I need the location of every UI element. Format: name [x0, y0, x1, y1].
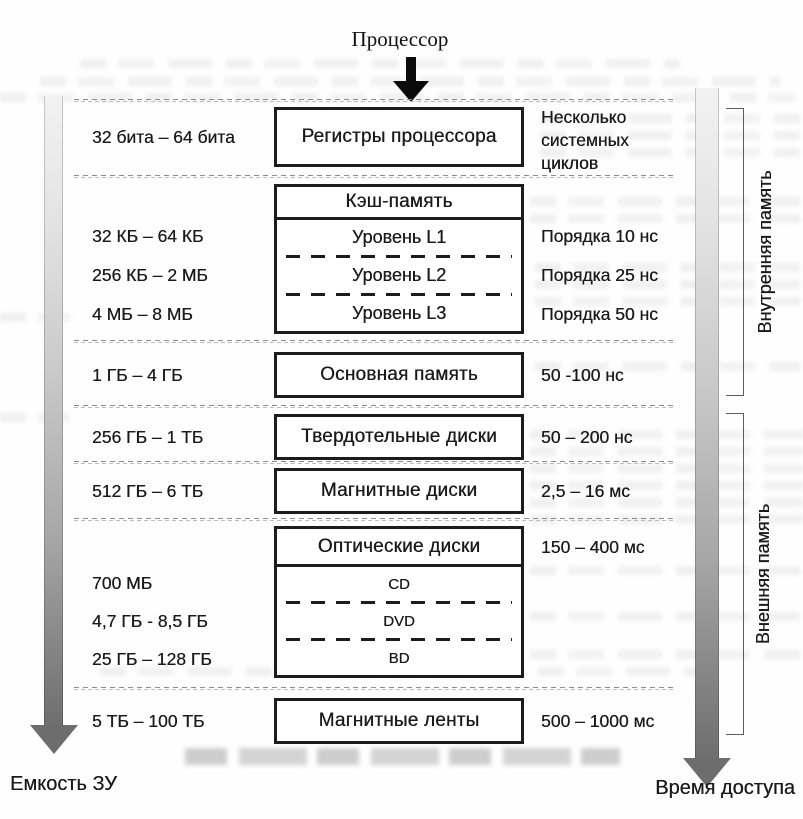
dashed-divider [286, 255, 512, 258]
time-main-memory: 50 -100 нс [541, 365, 624, 385]
internal-memory-group-label: Внутренняя память [755, 170, 775, 334]
bleed-through-line [80, 59, 680, 68]
registers-box: Регистры процессора [274, 107, 524, 167]
capacity-registers: 32 бита – 64 бита [92, 127, 235, 147]
capacity-l1: 32 КБ – 64 КБ [92, 226, 204, 246]
optical-bd-row: BD [277, 641, 521, 675]
external-memory-group-label: Внешняя память [753, 503, 773, 645]
bleed-through-line [540, 131, 800, 140]
processor-arrow-head-icon [393, 81, 429, 102]
main-memory-label: Основная память [320, 364, 478, 385]
ssd-label: Твердотельные диски [301, 426, 497, 447]
time-l3: Порядка 50 нс [541, 304, 658, 324]
bleed-through-line [530, 612, 800, 621]
access-time-arrow-head-icon [683, 758, 731, 787]
time-hdd: 2,5 – 16 мс [541, 481, 630, 501]
cache-l1-row: Уровень L1 [277, 220, 521, 255]
optical-box: Оптические диски CD DVD BD [274, 526, 524, 678]
internal-memory-bracket [726, 108, 744, 396]
row-separator [74, 405, 675, 408]
dashed-divider [286, 293, 512, 296]
capacity-cd: 700 МБ [92, 573, 153, 593]
bleed-through-line [530, 197, 800, 206]
cache-box: Кэш-память Уровень L1 Уровень L2 Уровень… [274, 184, 524, 334]
bleed-through-line [535, 297, 800, 306]
bleed-through-line [540, 114, 800, 123]
dashed-divider [286, 638, 512, 641]
hdd-label: Магнитные диски [320, 480, 478, 501]
cache-l1-label: Уровень L1 [351, 227, 447, 247]
bleed-through-line [530, 498, 803, 507]
optical-dvd-row: DVD [277, 604, 521, 638]
row-separator [74, 99, 675, 102]
bleed-through-line [530, 464, 803, 473]
capacity-ssd: 256 ГБ – 1 ТБ [92, 427, 204, 447]
time-tape: 500 – 1000 мс [541, 711, 655, 731]
access-time-axis-label: Время доступа [655, 777, 795, 799]
row-separator [74, 340, 675, 343]
tape-box: Магнитные ленты [274, 698, 524, 744]
bd-label: BD [388, 649, 410, 667]
bleed-through-line [530, 481, 803, 490]
bleed-through-line [530, 650, 800, 659]
time-registers: Несколько системных циклов [541, 107, 629, 173]
row-separator [74, 687, 675, 690]
time-l2: Порядка 25 нс [541, 265, 658, 285]
optical-cd-row: CD [277, 567, 521, 601]
bleed-through-line [0, 313, 70, 322]
row-separator [74, 461, 675, 464]
capacity-arrow-head-icon [30, 725, 78, 754]
cd-label: CD [388, 575, 410, 593]
capacity-axis-label: Емкость ЗУ [10, 773, 117, 795]
external-memory-bracket [726, 413, 744, 735]
bleed-through-line [530, 566, 800, 575]
row-separator [74, 175, 675, 178]
bleed-through-line [535, 280, 800, 289]
dashed-divider [286, 601, 512, 604]
dvd-label: DVD [383, 612, 415, 630]
bleed-through-line [0, 413, 70, 422]
time-optical: 150 – 400 мс [541, 537, 645, 557]
bleed-through-line [535, 263, 800, 272]
bleed-through-line [530, 430, 803, 439]
bleed-through-heading [185, 748, 620, 765]
capacity-dvd: 4,7 ГБ - 8,5 ГБ [92, 611, 208, 631]
bleed-through-line [540, 148, 800, 157]
bleed-through-line [530, 214, 800, 223]
cache-l3-label: Уровень L3 [351, 303, 447, 323]
cache-header: Кэш-память [277, 187, 521, 220]
time-l1: Порядка 10 нс [541, 226, 658, 246]
optical-header-label: Оптические диски [317, 535, 481, 557]
row-separator [74, 518, 675, 521]
capacity-l2: 256 КБ – 2 МБ [92, 265, 208, 285]
capacity-l3: 4 МБ – 8 МБ [92, 304, 193, 324]
capacity-arrow-shaft [44, 96, 63, 725]
processor-title: Процессор [351, 27, 449, 51]
processor-arrow-shaft [406, 57, 416, 83]
cache-l2-row: Уровень L2 [277, 258, 521, 293]
bleed-through-line [530, 447, 803, 456]
bleed-through-line [535, 362, 800, 371]
registers-label: Регистры процессора [301, 126, 497, 147]
capacity-hdd: 512 ГБ – 6 ТБ [92, 481, 204, 501]
access-time-arrow-shaft [695, 88, 719, 758]
tape-label: Магнитные ленты [318, 710, 480, 731]
cache-header-label: Кэш-память [345, 191, 453, 212]
ssd-box: Твердотельные диски [274, 414, 524, 460]
optical-header: Оптические диски [277, 529, 521, 567]
cache-l3-row: Уровень L3 [277, 296, 521, 331]
hdd-box: Магнитные диски [274, 468, 524, 514]
main-memory-box: Основная память [274, 352, 524, 398]
capacity-bd: 25 ГБ – 128 ГБ [92, 649, 212, 669]
cache-l2-label: Уровень L2 [351, 265, 447, 285]
capacity-main-memory: 1 ГБ – 4 ГБ [92, 365, 183, 385]
capacity-tape: 5 ТБ – 100 ТБ [92, 711, 205, 731]
time-ssd: 50 – 200 нс [541, 427, 633, 447]
